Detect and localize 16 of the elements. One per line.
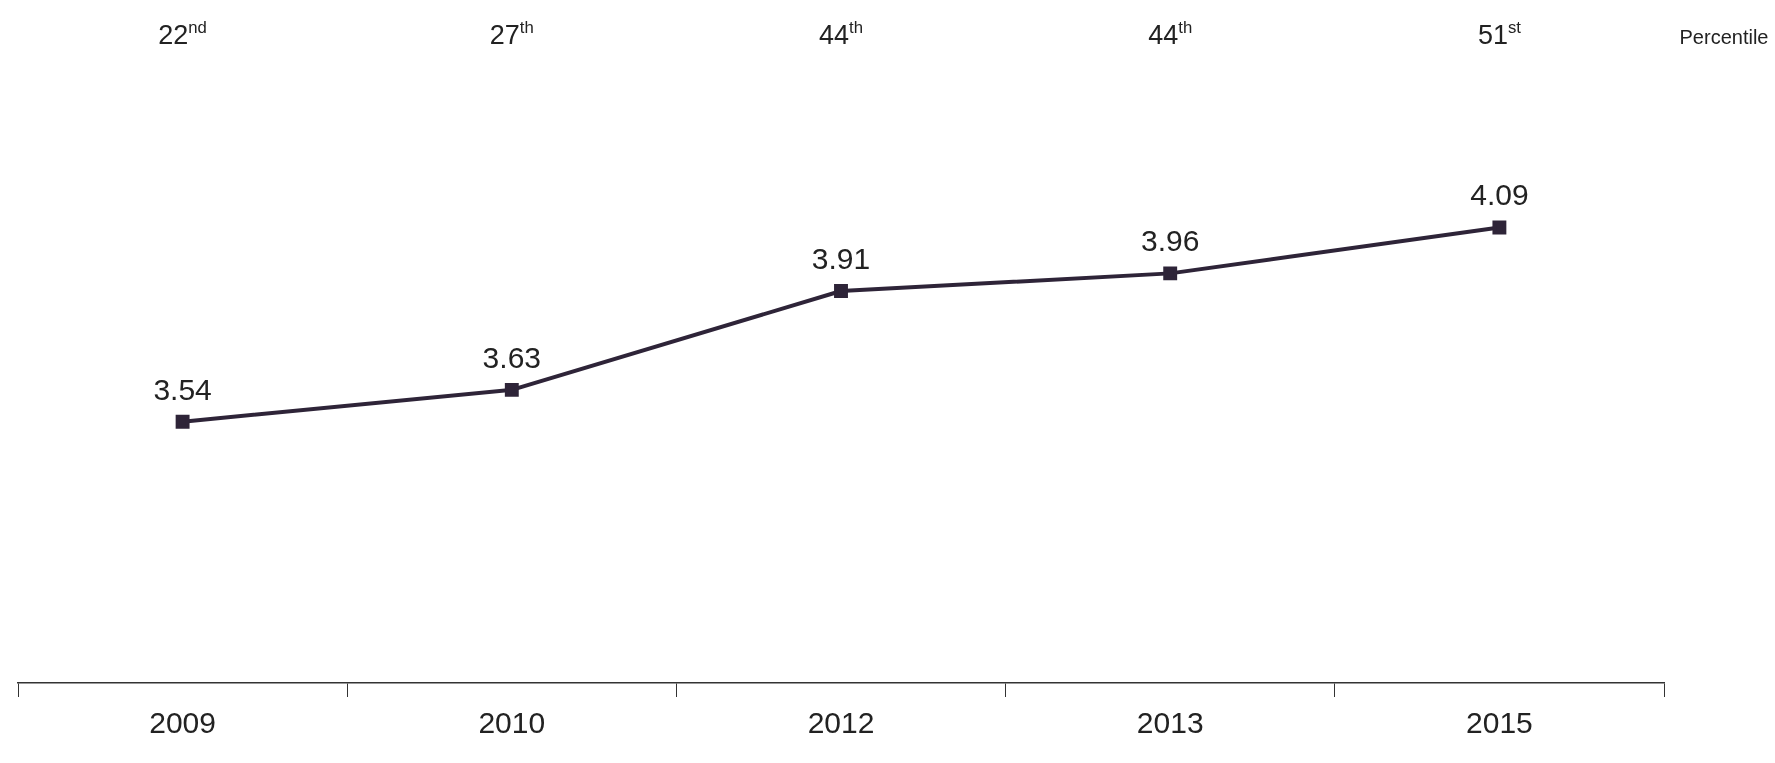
data-label: 3.63 xyxy=(482,340,541,374)
data-label: 3.54 xyxy=(153,372,212,406)
data-label: 3.91 xyxy=(811,242,871,276)
text: Percentile xyxy=(1679,26,1769,48)
point xyxy=(504,382,519,397)
x-tick-label: 2015 xyxy=(1466,706,1533,740)
x-tick-label: 2009 xyxy=(149,706,216,740)
point xyxy=(1163,266,1178,281)
x-tick-label: 2013 xyxy=(1136,706,1204,740)
data-label: 4.09 xyxy=(1470,178,1529,212)
point xyxy=(175,414,190,429)
data-label: 3.96 xyxy=(1141,224,1200,258)
x-tick-label: 2012 xyxy=(807,706,875,740)
point xyxy=(1492,220,1507,235)
point xyxy=(834,284,848,298)
x-tick-label: 2010 xyxy=(478,706,546,740)
